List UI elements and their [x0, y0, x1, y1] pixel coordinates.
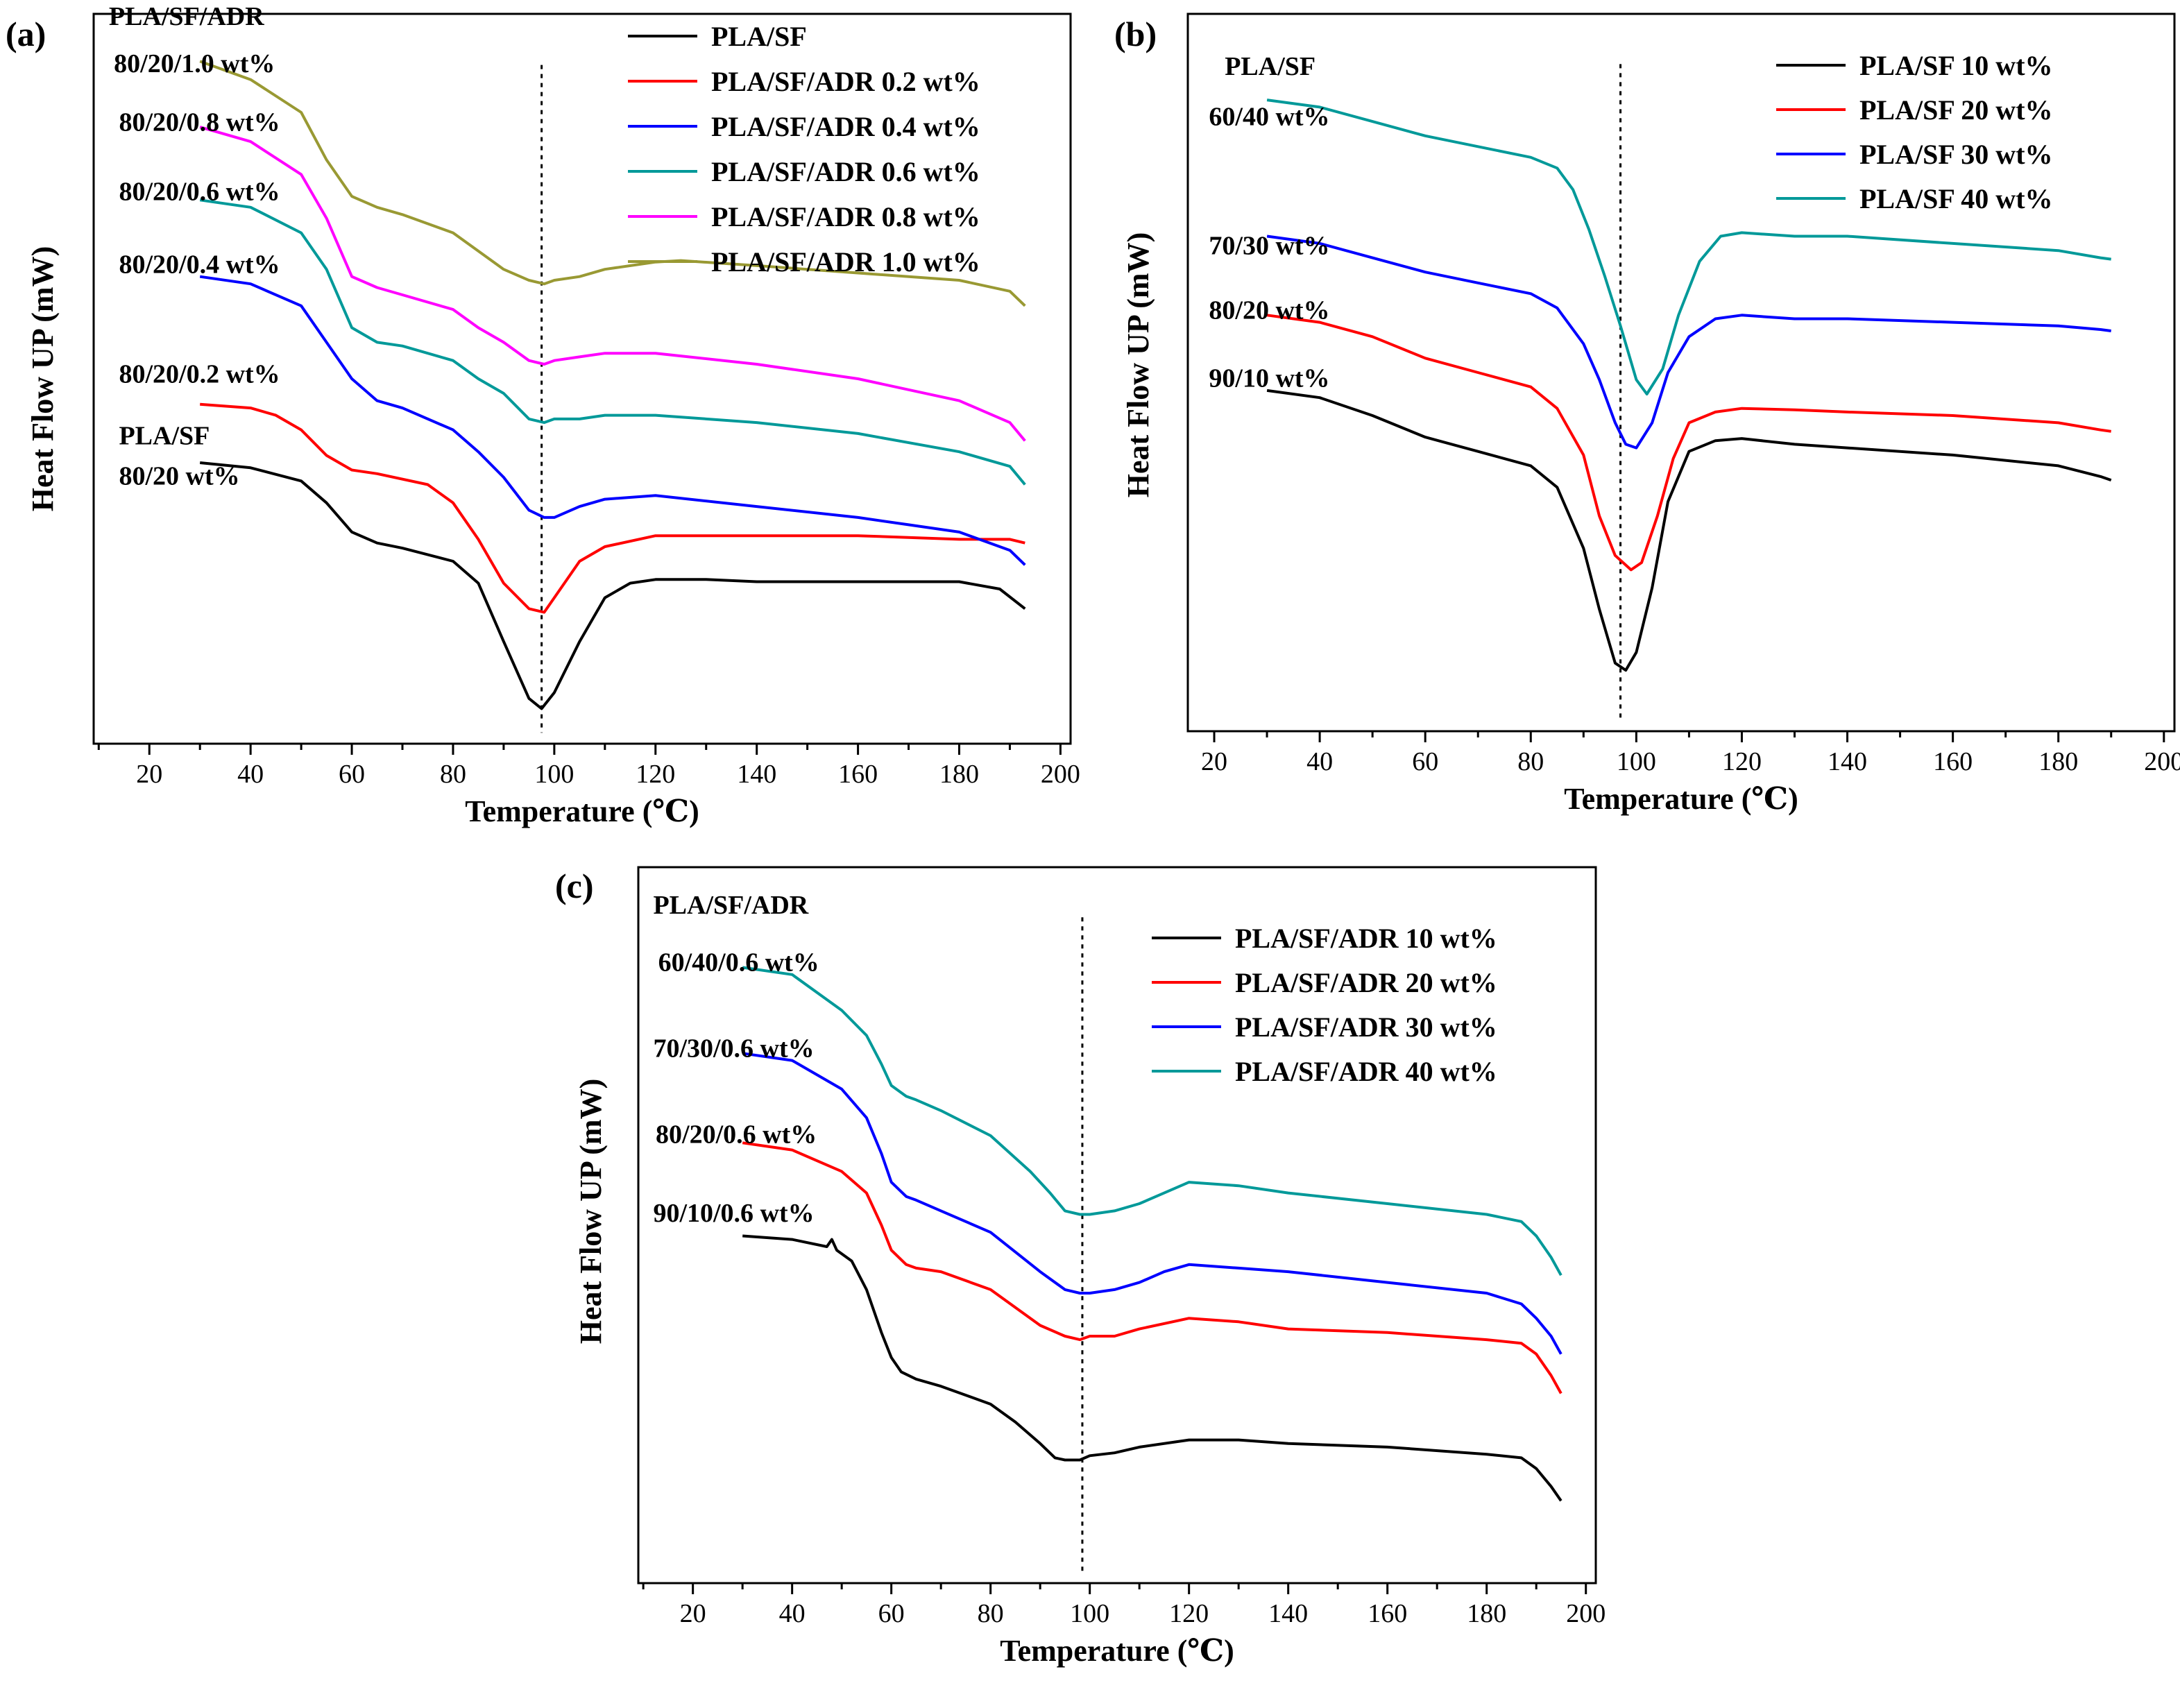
x-tick-label: 80	[978, 1599, 1004, 1628]
plot-frame	[637, 866, 1597, 1585]
x-tick-label: 40	[779, 1599, 806, 1628]
x-tick-label: 60	[878, 1599, 905, 1628]
legend-label: PLA/SF/ADR 30 wt%	[1235, 1011, 1497, 1043]
x-tick-label: 20	[136, 760, 162, 789]
curve-annotation: 80/20/0.2 wt%	[119, 359, 280, 388]
x-tick-label: 160	[1368, 1599, 1407, 1628]
x-tick-label: 20	[680, 1599, 706, 1628]
curve-annotation: 80/20/0.8 wt%	[119, 108, 280, 137]
x-axis-title: Temperature (℃)	[465, 794, 699, 828]
plot-frame	[1186, 12, 2176, 733]
curve-annotation: 60/40 wt%	[1209, 102, 1329, 131]
x-tick-label: 120	[1722, 747, 1762, 776]
series-line-5	[199, 126, 1026, 442]
series-line-1	[200, 461, 1026, 710]
panel-letter: (a)	[6, 15, 46, 53]
curve-annotation: 80/20/0.4 wt%	[119, 250, 280, 279]
series-line-3	[742, 1052, 1562, 1355]
chart-panel-a: 20 40 60 80 100 120 140 160 180 200 Temperature (℃…	[6, 2, 1080, 828]
y-axis-title: Heat Flow UP (mW)	[1121, 232, 1155, 497]
x-tick-label: 40	[237, 760, 264, 789]
curve-annotation: 90/10 wt%	[1209, 364, 1329, 393]
curve-annotation: 80/20 wt%	[1209, 296, 1329, 325]
panel-letter: (b)	[1114, 15, 1157, 53]
legend-label: PLA/SF 20 wt%	[1859, 94, 2053, 126]
x-tick-label: 120	[636, 760, 675, 789]
curve-annotation: 80/20/1.0 wt%	[114, 49, 275, 78]
series-line-4	[199, 198, 1026, 486]
legend: PLA/SF PLA/SF/ADR 0.2 wt% PLA/SF/ADR 0.4 w…	[628, 21, 980, 277]
x-tick-label: 60	[339, 760, 365, 789]
plot-frame	[92, 12, 1072, 745]
x-axis-title: Temperature (℃)	[1564, 782, 1798, 816]
legend-label: PLA/SF 30 wt%	[1859, 139, 2053, 170]
y-axis-title: Heat Flow UP (mW)	[26, 246, 60, 511]
x-tick-label: 200	[1566, 1599, 1606, 1628]
series-line-3	[1266, 234, 2111, 450]
x-tick-label: 80	[1517, 747, 1544, 776]
legend-label: PLA/SF/ADR 20 wt%	[1235, 967, 1497, 998]
curve-annotation: PLA/SF	[1225, 52, 1315, 81]
y-axis-title: Heat Flow UP (mW)	[574, 1079, 608, 1344]
curve-annotation: 60/40/0.6 wt%	[658, 948, 819, 977]
series-line-3	[199, 275, 1026, 566]
x-tick-label: 100	[1617, 747, 1656, 776]
x-tick-label: 20	[1201, 747, 1227, 776]
legend: PLA/SF/ADR 10 wt% PLA/SF/ADR 20 wt% PLA/SF…	[1152, 923, 1497, 1087]
curve-annotation: PLA/SF/ADR	[653, 891, 808, 920]
legend-label: PLA/SF/ADR 0.6 wt%	[711, 156, 980, 187]
x-tick-label: 140	[1268, 1599, 1308, 1628]
series-line-2	[200, 402, 1025, 614]
curve-annotation: 90/10/0.6 wt%	[653, 1199, 814, 1228]
series-line-4	[742, 966, 1562, 1276]
x-tick-label: 80	[440, 760, 466, 789]
curve-annotation: 80/20 wt%	[119, 462, 239, 491]
x-tick-label: 180	[939, 760, 979, 789]
legend-label: PLA/SF/ADR 0.8 wt%	[711, 201, 980, 232]
legend-label: PLA/SF 40 wt%	[1859, 183, 2053, 214]
legend-label: PLA/SF/ADR 0.2 wt%	[711, 66, 980, 97]
legend-label: PLA/SF/ADR 10 wt%	[1235, 923, 1497, 954]
legend-label: PLA/SF/ADR 40 wt%	[1235, 1056, 1497, 1087]
curve-annotation: 80/20/0.6 wt%	[656, 1120, 817, 1149]
x-tick-label: 180	[2038, 747, 2078, 776]
chart-panel-c: 20 40 60 80 100 120 140 160 180 200 Temperature (℃…	[555, 866, 1606, 1668]
series-line-1	[1266, 388, 2112, 672]
series-line-4	[1266, 99, 2111, 395]
panel-letter: (c)	[555, 866, 594, 905]
x-tick-label: 160	[838, 760, 878, 789]
chart-panel-b: 20 40 60 80 100 120 140 160 180 200 Temperature (℃…	[1114, 12, 2180, 816]
curve-annotation: 70/30 wt%	[1209, 231, 1329, 260]
legend: PLA/SF 10 wt% PLA/SF 20 wt% PLA/SF 30 wt% P…	[1776, 50, 2053, 214]
legend-label: PLA/SF	[711, 21, 807, 52]
legend-label: PLA/SF/ADR 0.4 wt%	[711, 111, 980, 142]
curve-annotation: 80/20/0.6 wt%	[119, 177, 280, 206]
x-tick-label: 100	[1070, 1599, 1109, 1628]
legend-label: PLA/SF 10 wt%	[1859, 50, 2053, 81]
x-tick-label: 100	[534, 760, 574, 789]
legend-label: PLA/SF/ADR 1.0 wt%	[711, 246, 980, 277]
series-line-6	[199, 60, 1026, 307]
x-tick-label: 120	[1169, 1599, 1209, 1628]
x-tick-label: 160	[1933, 747, 1973, 776]
x-tick-label: 140	[1828, 747, 1867, 776]
series-line-2	[742, 1141, 1562, 1394]
x-tick-label: 180	[1467, 1599, 1506, 1628]
series-line-1	[742, 1234, 1562, 1502]
x-tick-label: 60	[1412, 747, 1438, 776]
curve-annotation: PLA/SF/ADR	[109, 2, 264, 31]
curve-annotation: 70/30/0.6 wt%	[653, 1034, 814, 1063]
series-line-2	[1266, 314, 2111, 572]
x-tick-label: 140	[737, 760, 776, 789]
x-tick-label: 200	[1041, 760, 1080, 789]
x-tick-label: 40	[1306, 747, 1333, 776]
x-axis-title: Temperature (℃)	[1000, 1634, 1234, 1668]
x-tick-label: 200	[2144, 747, 2180, 776]
curve-annotation: PLA/SF	[119, 422, 210, 451]
